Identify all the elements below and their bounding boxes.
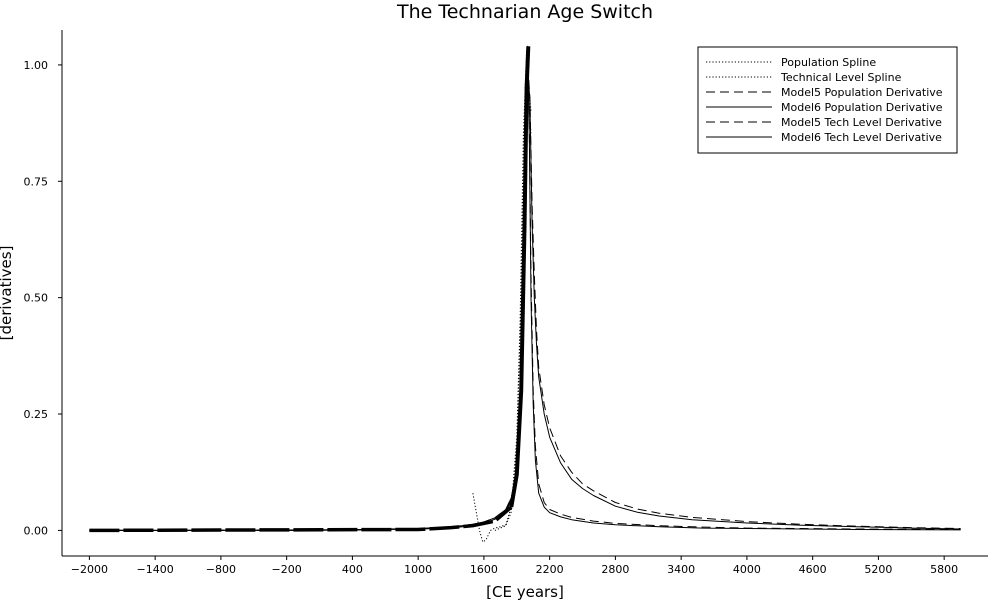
y-tick-label: 0.75: [24, 175, 49, 188]
legend-label: Model5 Population Derivative: [781, 86, 943, 99]
legend-label: Technical Level Spline: [780, 71, 902, 84]
peak-band-line: [509, 46, 531, 508]
legend: Population Spline Technical Level Spline M…: [697, 46, 958, 154]
early-band-line: [89, 505, 513, 533]
y-tick-label: 1.00: [24, 59, 49, 72]
x-tick-label: 2800: [601, 563, 629, 576]
y-tick-label: 0.25: [24, 408, 49, 421]
legend-label: Model6 Population Derivative: [781, 101, 943, 114]
series-line-1: [472, 50, 532, 543]
x-tick-label: 4600: [799, 563, 827, 576]
x-tick-label: 3400: [667, 563, 695, 576]
chart-title: The Technarian Age Switch: [396, 1, 653, 23]
x-tick-label: 1000: [404, 563, 432, 576]
plot-lines: [89, 45, 961, 543]
y-tick-label: 0.50: [24, 292, 49, 305]
y-tick-label: 0.00: [24, 524, 49, 537]
x-ticks: −2000 −1400 −800 −200 400 1000 1600 2200 2800 340…: [71, 556, 958, 576]
legend-label: Population Spline: [781, 56, 876, 69]
x-tick-label: 4000: [733, 563, 761, 576]
legend-box: [697, 46, 958, 154]
axes: [61, 30, 988, 557]
legend-label: Model6 Tech Level Derivative: [781, 131, 942, 144]
x-tick-label: −1400: [137, 563, 174, 576]
x-tick-label: 1600: [470, 563, 498, 576]
x-tick-label: 400: [342, 563, 363, 576]
x-tick-label: 5800: [930, 563, 958, 576]
y-axis-label: [derivatives]: [0, 246, 15, 341]
x-tick-label: −800: [206, 563, 236, 576]
legend-label: Model5 Tech Level Derivative: [781, 116, 942, 129]
y-ticks: 0.00 0.25 0.50 0.75 1.00: [24, 59, 62, 537]
x-tick-label: −2000: [71, 563, 108, 576]
x-tick-label: 2200: [536, 563, 564, 576]
x-tick-label: −200: [272, 563, 302, 576]
x-axis-label: [CE years]: [486, 583, 564, 600]
x-tick-label: 5200: [864, 563, 892, 576]
